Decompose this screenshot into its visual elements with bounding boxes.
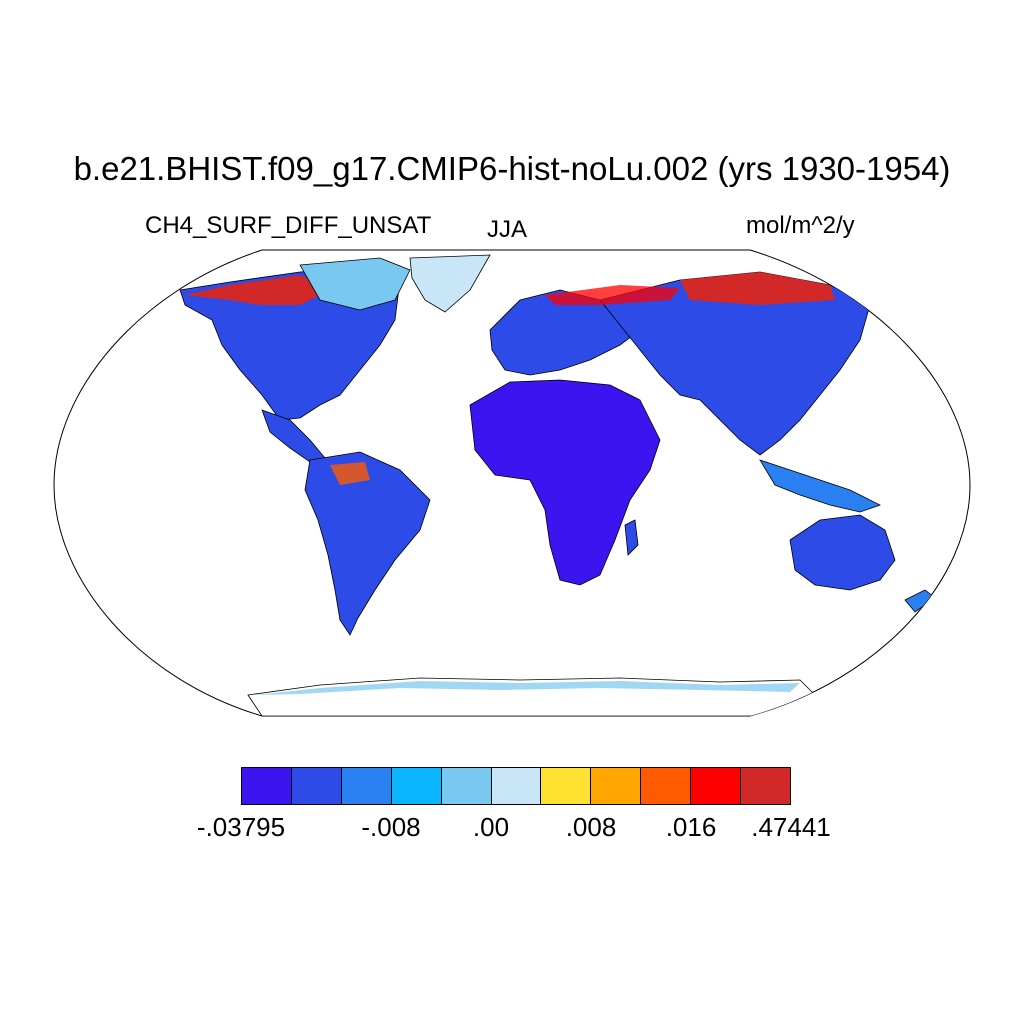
australia [789, 514, 896, 591]
colorbar-swatch [341, 768, 392, 804]
colorbar [241, 767, 791, 805]
europe [489, 289, 641, 376]
colorbar-tick-label: .016 [665, 812, 717, 842]
greenland [409, 254, 491, 313]
colorbar-swatch [591, 768, 642, 804]
colorbar-tick-label: -.03795 [196, 812, 286, 842]
arctic-canada-band [185, 275, 330, 305]
colorbar-swatch [691, 768, 742, 804]
colorbar-tick-label: .47441 [751, 812, 831, 842]
south-america [304, 451, 431, 636]
colorbar-swatch [391, 768, 442, 804]
maritime-se-asia [759, 459, 882, 513]
colorbar-swatch [242, 768, 292, 804]
colorbar-swatch [541, 768, 592, 804]
canadian-archipelago [299, 257, 411, 311]
colorbar-swatch [741, 768, 790, 804]
units-label: mol/m^2/y [746, 212, 855, 239]
siberia-band-west [545, 285, 680, 305]
season-label: JJA [487, 216, 528, 243]
colorbar-tick-label: -.008 [361, 812, 421, 842]
colorbar-tick-label: .00 [472, 812, 510, 842]
colorbar-swatch [441, 768, 492, 804]
siberia-band [680, 272, 835, 305]
map-title: b.e21.BHIST.f09_g17.CMIP6-hist-noLu.002 … [73, 150, 951, 187]
africa [469, 379, 661, 586]
colorbar-tick-label: .008 [565, 812, 617, 842]
colorbar-swatch [291, 768, 342, 804]
colorbar-swatch [641, 768, 692, 804]
madagascar [624, 519, 639, 556]
variable-label: CH4_SURF_DIFF_UNSAT [145, 212, 432, 239]
amazon-hotspot [330, 462, 370, 485]
antarctica-coast-tint [255, 681, 800, 695]
colorbar-swatch [491, 768, 542, 804]
